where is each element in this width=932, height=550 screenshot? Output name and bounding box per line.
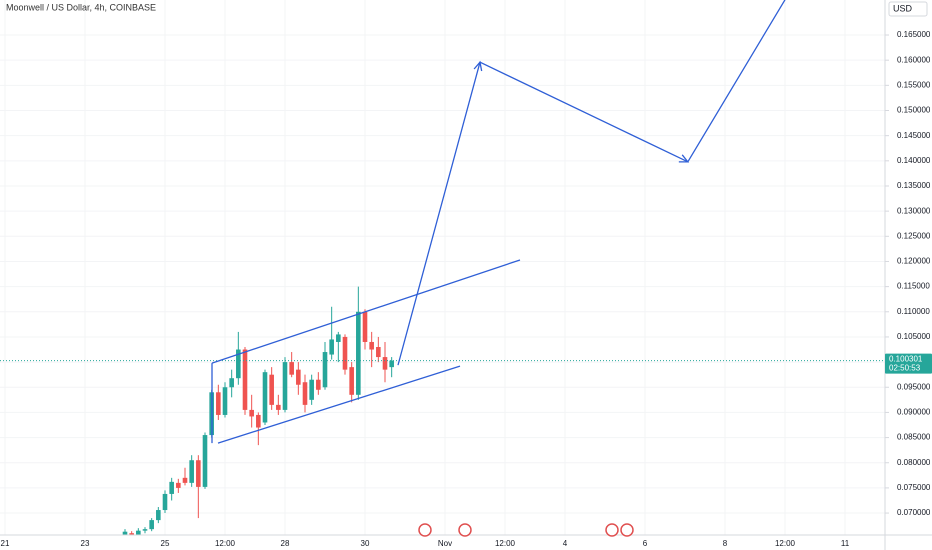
y-tick-label: 0.130000: [897, 206, 931, 215]
candle-body: [296, 369, 301, 385]
countdown: 02:50:53: [889, 364, 921, 373]
candle-body: [309, 379, 314, 400]
y-tick-label: 0.070000: [897, 508, 931, 517]
candle-body: [176, 482, 181, 488]
x-tick-label: 4: [563, 539, 568, 548]
candle-body: [136, 530, 141, 535]
trend-line: [217, 365, 461, 444]
arrow-head: [678, 154, 690, 163]
x-tick-label: 12:00: [775, 539, 796, 548]
candle-body: [182, 477, 188, 483]
candle-body: [322, 352, 328, 388]
y-tick-label: 0.090000: [897, 408, 931, 417]
candle-body: [236, 349, 241, 379]
y-tick-label: 0.095000: [897, 382, 931, 391]
candle-body: [149, 520, 154, 530]
candle-body: [356, 311, 361, 395]
last-price-box: [885, 353, 932, 374]
candle-body: [142, 529, 148, 531]
candle-body: [349, 367, 354, 395]
x-tick-label: Nov: [438, 539, 452, 548]
candle-body: [302, 382, 308, 405]
candle-body: [196, 460, 201, 487]
last-price-label: 0.100301: [889, 355, 923, 364]
plot-layer: [0, 0, 885, 535]
candle-body: [362, 311, 368, 342]
y-tick-label: 0.160000: [897, 55, 931, 64]
y-tick-label: 0.110000: [897, 307, 930, 316]
y-tick-label: 0.145000: [897, 131, 931, 140]
x-tick-label: 11: [841, 539, 850, 548]
x-tick-label: 23: [81, 539, 90, 548]
candle-body: [276, 404, 281, 410]
grid-layer: [0, 0, 885, 535]
event-icon[interactable]: [418, 523, 432, 537]
y-tick-label: 0.135000: [897, 181, 931, 190]
x-tick-label: 30: [361, 539, 370, 548]
candle-body: [122, 531, 128, 535]
candle-body: [129, 533, 134, 535]
candle-body: [289, 362, 294, 375]
candle-body: [316, 379, 321, 390]
currency-box[interactable]: [888, 1, 928, 17]
event-icons[interactable]: [418, 523, 634, 537]
x-tick-label: 6: [643, 539, 648, 548]
candle-body: [216, 392, 221, 415]
candle-body: [336, 334, 341, 342]
candle-body: [262, 372, 268, 423]
candle-body: [169, 481, 174, 494]
candle-body: [202, 435, 208, 487]
candle-body: [156, 510, 161, 521]
y-tick-label: 0.150000: [897, 106, 931, 115]
y-tick-label: 0.115000: [897, 282, 930, 291]
x-tick-label: 8: [723, 539, 728, 548]
candle-body: [229, 378, 234, 388]
y-tick-label: 0.140000: [897, 156, 931, 165]
y-tick-label: 0.075000: [897, 483, 931, 492]
x-tick-label: 28: [281, 539, 290, 548]
candle-body: [389, 360, 394, 368]
event-icon[interactable]: [605, 523, 619, 537]
event-icon[interactable]: [458, 523, 472, 537]
x-tick-label: 21: [1, 539, 10, 548]
candle-body: [162, 493, 168, 511]
x-tick-label: 12:00: [495, 539, 516, 548]
y-tick-label: 0.085000: [897, 433, 931, 442]
currency[interactable]: USD: [893, 3, 913, 13]
y-tick-label: 0.125000: [897, 231, 931, 240]
y-tick-label: 0.155000: [897, 80, 931, 89]
x-tick-label: 25: [161, 539, 170, 548]
y-tick-label: 0.105000: [897, 332, 931, 341]
candle-body: [222, 387, 228, 415]
arrow-head: [473, 60, 483, 72]
candle-body: [242, 349, 248, 410]
x-tick-label: 12:00: [215, 539, 236, 548]
candle-body: [376, 347, 381, 358]
event-icon[interactable]: [620, 523, 634, 537]
candle-body: [282, 362, 288, 410]
candle-body: [269, 374, 274, 405]
y-tick-label: 0.120000: [897, 257, 931, 266]
trend-line: [397, 0, 786, 366]
candle-body: [382, 357, 388, 370]
trend-line: [211, 259, 521, 364]
candle-body: [329, 339, 334, 355]
y-tick-label: 0.165000: [897, 30, 931, 39]
candle-body: [189, 460, 194, 483]
candle-body: [369, 341, 374, 350]
y-tick-label: 0.080000: [897, 458, 931, 467]
candle-body: [256, 414, 261, 428]
candle-body: [342, 336, 348, 370]
chart-title: Moonwell / US Dollar, 4h, COINBASE: [6, 2, 156, 12]
candle-body: [249, 409, 254, 417]
